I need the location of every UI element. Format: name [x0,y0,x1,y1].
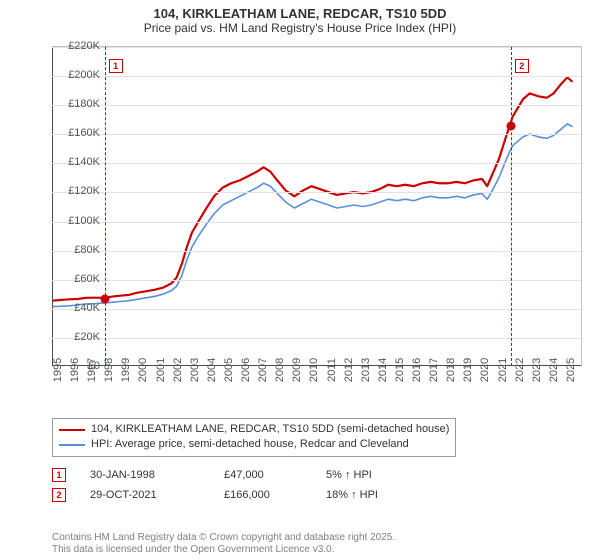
legend-label: 104, KIRKLEATHAM LANE, REDCAR, TS10 5DD … [91,422,449,437]
x-tick-label: 2017 [428,358,440,382]
line-series-svg [52,47,581,366]
x-tick-label: 1997 [86,358,98,382]
legend-swatch [59,444,85,446]
legend-swatch [59,429,85,431]
y-tick-label: £60K [50,273,100,285]
sale-dot [100,294,109,303]
chart-area: 12 £0£20K£40K£60K£80K£100K£120K£140K£160… [8,42,592,412]
gridline [52,76,581,77]
footer-line-1: Contains HM Land Registry data © Crown c… [52,532,395,544]
x-tick-label: 2025 [565,358,577,382]
x-tick-label: 2018 [445,358,457,382]
x-tick-label: 2003 [189,358,201,382]
title-line-2: Price paid vs. HM Land Registry's House … [0,21,600,35]
legend-item: HPI: Average price, semi-detached house,… [59,437,449,452]
gridline [52,134,581,135]
x-tick-label: 2012 [343,358,355,382]
x-tick-label: 2005 [223,358,235,382]
x-tick-label: 1996 [69,358,81,382]
annotation-date: 29-OCT-2021 [90,489,200,501]
annotation-row: 1 30-JAN-1998 £47,000 5% ↑ HPI [52,465,582,485]
x-tick-label: 2006 [240,358,252,382]
x-tick-label: 2015 [394,358,406,382]
x-tick-label: 1995 [52,358,64,382]
x-tick-label: 2011 [326,358,338,382]
x-tick-label: 2013 [360,358,372,382]
x-tick-label: 2004 [206,358,218,382]
x-tick-label: 2021 [497,358,509,382]
x-tick-label: 2023 [531,358,543,382]
annotation-marker-box: 1 [52,468,66,482]
sale-dot [506,121,515,130]
gridline [52,280,581,281]
title-line-1: 104, KIRKLEATHAM LANE, REDCAR, TS10 5DD [0,6,600,21]
x-tick-label: 2000 [137,358,149,382]
y-tick-label: £200K [50,69,100,81]
y-tick-label: £140K [50,156,100,168]
gridline [52,47,581,48]
legend-box: 104, KIRKLEATHAM LANE, REDCAR, TS10 5DD … [52,418,456,457]
gridline [52,192,581,193]
y-tick-label: £40K [50,302,100,314]
sale-annotations: 1 30-JAN-1998 £47,000 5% ↑ HPI 2 29-OCT-2021 £… [52,465,582,505]
gridline [52,309,581,310]
x-tick-label: 2001 [155,358,167,382]
gridline [52,251,581,252]
gridline [52,222,581,223]
legend-label: HPI: Average price, semi-detached house,… [91,437,409,452]
gridline [52,105,581,106]
annotation-date: 30-JAN-1998 [90,469,200,481]
x-tick-label: 2014 [377,358,389,382]
y-tick-label: £100K [50,215,100,227]
annotation-delta: 5% ↑ HPI [326,469,406,481]
chart-title: 104, KIRKLEATHAM LANE, REDCAR, TS10 5DD … [0,0,600,35]
y-tick-label: £160K [50,127,100,139]
sale-marker-line [511,47,512,366]
plot-area: 12 [52,46,582,366]
x-tick-label: 1998 [103,358,115,382]
series-property [52,77,573,300]
annotation-marker-box: 2 [52,488,66,502]
annotation-row: 2 29-OCT-2021 £166,000 18% ↑ HPI [52,485,582,505]
y-tick-label: £180K [50,98,100,110]
x-tick-label: 1999 [120,358,132,382]
annotation-price: £166,000 [224,489,302,501]
x-tick-label: 2008 [274,358,286,382]
sale-marker-box: 1 [109,59,123,73]
annotation-price: £47,000 [224,469,302,481]
x-tick-label: 2024 [548,358,560,382]
sale-marker-box: 2 [515,59,529,73]
sale-marker-line [105,47,106,366]
y-tick-label: £80K [50,244,100,256]
x-tick-label: 2002 [172,358,184,382]
gridline [52,338,581,339]
y-tick-label: £220K [50,40,100,52]
x-tick-label: 2007 [257,358,269,382]
annotation-delta: 18% ↑ HPI [326,489,406,501]
legend-item: 104, KIRKLEATHAM LANE, REDCAR, TS10 5DD … [59,422,449,437]
x-tick-label: 2010 [308,358,320,382]
legend-and-annotations: 104, KIRKLEATHAM LANE, REDCAR, TS10 5DD … [52,418,582,505]
x-tick-label: 2019 [462,358,474,382]
x-tick-label: 2022 [514,358,526,382]
y-tick-label: £120K [50,185,100,197]
attribution-footer: Contains HM Land Registry data © Crown c… [52,532,395,556]
gridline [52,163,581,164]
y-axis [52,47,53,366]
y-tick-label: £20K [50,331,100,343]
x-tick-label: 2020 [479,358,491,382]
footer-line-2: This data is licensed under the Open Gov… [52,544,395,556]
x-tick-label: 2016 [411,358,423,382]
x-tick-label: 2009 [291,358,303,382]
